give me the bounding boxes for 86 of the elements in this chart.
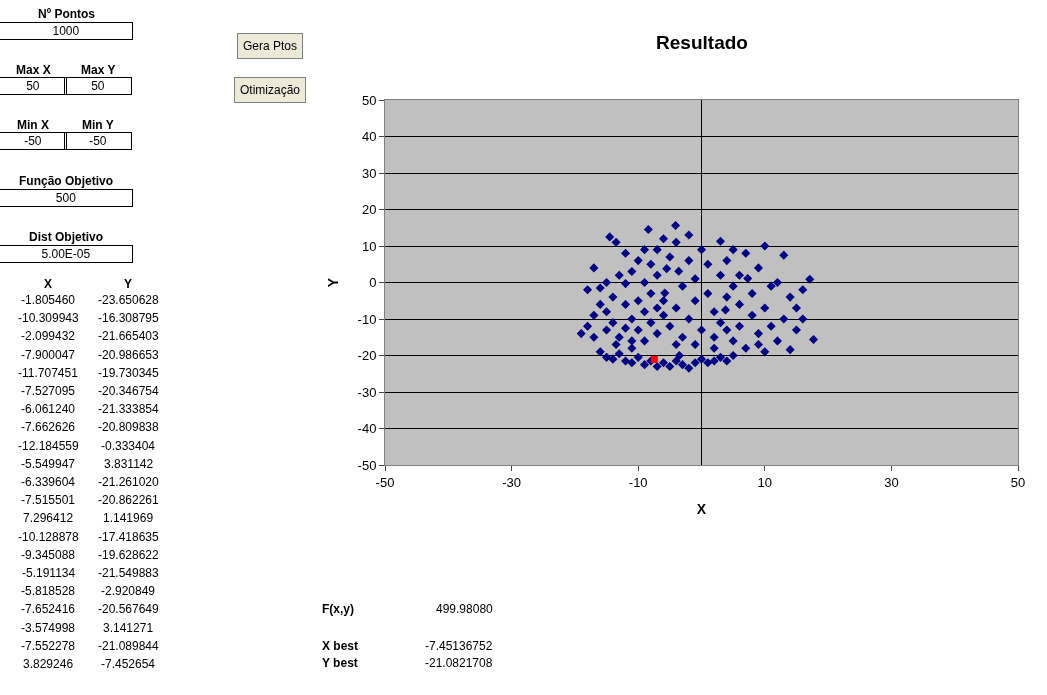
text: 50 <box>91 79 105 93</box>
text: -6.339604 <box>21 475 76 489</box>
text: 7.296412 <box>23 511 74 525</box>
text: -9.345088 <box>21 548 76 562</box>
y-tick-label: -10 <box>357 311 377 327</box>
text: -21.333854 <box>98 402 160 416</box>
text: -5.549947 <box>21 457 76 471</box>
text: -12.184559 <box>18 439 80 453</box>
text: -20.986653 <box>98 348 160 362</box>
text: Gera Ptos <box>243 39 298 53</box>
text: F(x,y) <box>322 602 355 616</box>
x-tick-label: 30 <box>884 474 899 490</box>
text: Max X <box>16 63 51 77</box>
text: X best <box>322 639 359 653</box>
text: -21.261020 <box>98 475 160 489</box>
chart-title: Resultado <box>656 31 748 53</box>
x-tick-label: 10 <box>757 474 773 490</box>
x-tick-label: -50 <box>375 474 395 490</box>
text: 3.831142 <box>104 457 154 471</box>
text: -11.707451 <box>18 366 79 380</box>
text: -10.128878 <box>18 530 80 544</box>
text: -2.099432 <box>21 329 76 343</box>
y-tick-label: -20 <box>357 348 377 364</box>
y-tick-label: 0 <box>369 275 377 291</box>
text: Min X <box>17 118 49 132</box>
text: Função Objetivo <box>19 174 114 188</box>
text: -2.920849 <box>101 584 156 598</box>
text: 500 <box>55 191 77 205</box>
text: -21.089844 <box>98 639 160 653</box>
text: -20.862261 <box>98 493 160 507</box>
x-tick-label: -30 <box>502 474 521 490</box>
text: -21.0821708 <box>425 656 493 670</box>
text: Min Y <box>82 118 114 132</box>
y-tick-label: -50 <box>357 457 377 473</box>
text: Dist Objetivo <box>29 230 104 244</box>
text: -10.309943 <box>18 311 80 325</box>
text: 5.00E-05 <box>41 247 91 261</box>
text: -23.650628 <box>98 293 160 307</box>
text: Max Y <box>81 63 116 77</box>
text: Y <box>124 277 133 291</box>
text: -7.527095 <box>21 384 76 398</box>
text: -7.515501 <box>21 493 76 507</box>
x-tick-label: 50 <box>1010 474 1026 490</box>
text: -20.346754 <box>98 384 160 398</box>
text: -7.662626 <box>21 420 76 434</box>
text: Otimização <box>240 83 301 97</box>
text: Nº Pontos <box>38 7 96 21</box>
text: Y best <box>322 656 358 670</box>
text: -6.061240 <box>21 402 76 416</box>
y-tick-label: 10 <box>361 238 377 254</box>
y-axis-title: Y <box>325 277 342 288</box>
text: 1000 <box>52 24 80 38</box>
text: -0.333404 <box>101 439 156 453</box>
text: 499.98080 <box>436 602 494 616</box>
text: -3.574998 <box>21 621 76 635</box>
y-tick-label: 20 <box>361 202 377 218</box>
y-tick-label: -30 <box>357 384 377 400</box>
text: -1.805460 <box>21 293 76 307</box>
text: 50 <box>26 79 40 93</box>
text: -50 <box>89 134 107 148</box>
y-tick-label: 30 <box>361 165 377 181</box>
y-tick-label: -40 <box>357 421 377 437</box>
text: 3.829246 <box>23 657 74 671</box>
text: X <box>44 277 53 291</box>
x-tick-label: -10 <box>628 474 648 490</box>
text: 3.141271 <box>103 621 154 635</box>
x-axis-title: X <box>696 500 707 517</box>
text: -19.730345 <box>98 366 160 380</box>
text: -17.418635 <box>98 530 160 544</box>
text: -5.191134 <box>22 566 76 580</box>
text: -7.552278 <box>21 639 76 653</box>
text: -7.652416 <box>21 602 76 616</box>
y-tick-label: 40 <box>361 129 377 145</box>
text: 1.141969 <box>103 511 154 525</box>
text: -7.452654 <box>101 657 156 671</box>
y-tick-label: 50 <box>361 92 377 108</box>
text: -20.567649 <box>98 602 160 616</box>
text: -50 <box>24 134 42 148</box>
text: -20.809838 <box>98 420 160 434</box>
text: -16.308795 <box>98 311 160 325</box>
text: -7.45136752 <box>425 639 493 653</box>
text: -21.665403 <box>98 329 160 343</box>
text: -21.549883 <box>98 566 160 580</box>
text: -19.628622 <box>98 548 160 562</box>
text: -7.900047 <box>21 348 76 362</box>
text: -5.818528 <box>21 584 76 598</box>
